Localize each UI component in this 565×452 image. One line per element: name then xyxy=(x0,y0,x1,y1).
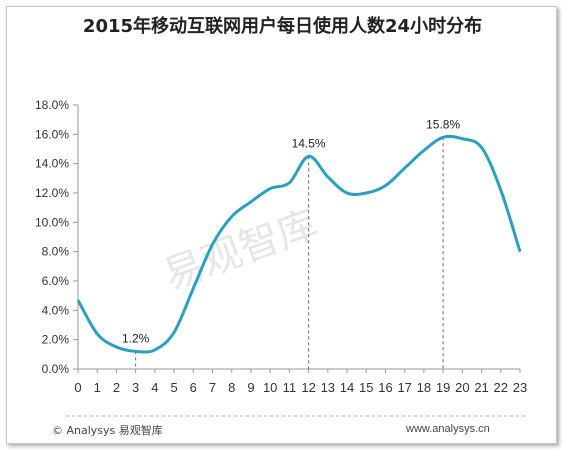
footer-copyright: © Analysys 易观智库 xyxy=(52,424,163,437)
x-tick-label: 9 xyxy=(247,380,254,395)
annotation-label: 14.5% xyxy=(292,136,326,150)
data-point xyxy=(115,346,118,349)
data-point xyxy=(384,184,387,187)
y-tick-label: 4.0% xyxy=(42,303,70,317)
data-point xyxy=(442,136,445,139)
x-tick-label: 21 xyxy=(474,380,488,395)
x-tick-label: 11 xyxy=(283,380,297,395)
watermark: 易观智库 xyxy=(158,201,324,299)
x-tick-label: 0 xyxy=(74,380,81,395)
data-point xyxy=(153,348,156,351)
data-point xyxy=(403,167,406,170)
data-point xyxy=(499,189,502,192)
x-tick-label: 14 xyxy=(340,380,354,395)
series-line xyxy=(76,134,522,354)
data-point xyxy=(288,181,291,184)
x-tick-label: 16 xyxy=(378,380,392,395)
x-tick-label: 6 xyxy=(190,380,197,395)
data-point xyxy=(249,200,252,203)
x-tick-label: 2 xyxy=(113,380,120,395)
y-tick-label: 14.0% xyxy=(35,157,69,171)
data-point xyxy=(269,187,272,190)
y-tick-label: 12.0% xyxy=(35,186,69,200)
x-tick-label: 13 xyxy=(321,380,335,395)
data-point xyxy=(211,243,214,246)
axes: 0.0% 2.0% 4.0% 6.0% 8.0% 10.0% 12.0% 14.0% 16.0%… xyxy=(35,98,527,417)
series-layer xyxy=(76,134,522,354)
x-tick-label: 20 xyxy=(455,380,469,395)
data-point xyxy=(173,331,176,334)
data-point xyxy=(230,215,233,218)
y-tick-label: 8.0% xyxy=(42,245,70,259)
x-tick-label: 8 xyxy=(228,380,235,395)
data-point xyxy=(422,149,425,152)
x-tick-label: 23 xyxy=(513,380,527,395)
chart-frame xyxy=(6,6,557,444)
data-point xyxy=(134,350,137,353)
annotation-label: 15.8% xyxy=(426,117,460,131)
guide-lines xyxy=(135,137,444,369)
x-tick-label: 19 xyxy=(436,380,450,395)
x-tick-label: 18 xyxy=(417,380,431,395)
data-point xyxy=(461,137,464,140)
y-tick-label: 2.0% xyxy=(42,333,70,347)
x-tick-label: 22 xyxy=(494,380,508,395)
data-point xyxy=(192,287,195,290)
y-tick-label: 0.0% xyxy=(42,362,70,376)
data-point xyxy=(326,175,329,178)
x-tick-label: 5 xyxy=(170,380,177,395)
data-point xyxy=(519,250,522,253)
data-point xyxy=(96,332,99,335)
y-tick-label: 18.0% xyxy=(35,98,69,112)
data-point xyxy=(307,155,310,158)
chart-title: 2015年移动互联网用户每日使用人数24小时分布 xyxy=(82,16,483,37)
annotation-label: 1.2% xyxy=(122,331,150,345)
data-point xyxy=(480,146,483,149)
x-tick-label: 10 xyxy=(263,380,277,395)
x-tick-label: 7 xyxy=(209,380,216,395)
data-point xyxy=(77,299,80,302)
y-tick-label: 6.0% xyxy=(42,274,70,288)
x-tick-label: 3 xyxy=(132,380,139,395)
y-tick-label: 10.0% xyxy=(35,215,69,229)
y-tick-label: 16.0% xyxy=(35,127,69,141)
x-tick-label: 12 xyxy=(301,380,315,395)
annotations: 1.2% 14.5% 15.8% xyxy=(122,117,460,345)
footer-website: www.analysys.cn xyxy=(406,423,490,435)
x-tick-label: 4 xyxy=(151,380,158,395)
data-point xyxy=(365,192,368,195)
data-point xyxy=(346,192,349,195)
x-tick-label: 1 xyxy=(94,380,101,395)
x-tick-label: 15 xyxy=(359,380,373,395)
x-tick-label: 17 xyxy=(397,380,411,395)
